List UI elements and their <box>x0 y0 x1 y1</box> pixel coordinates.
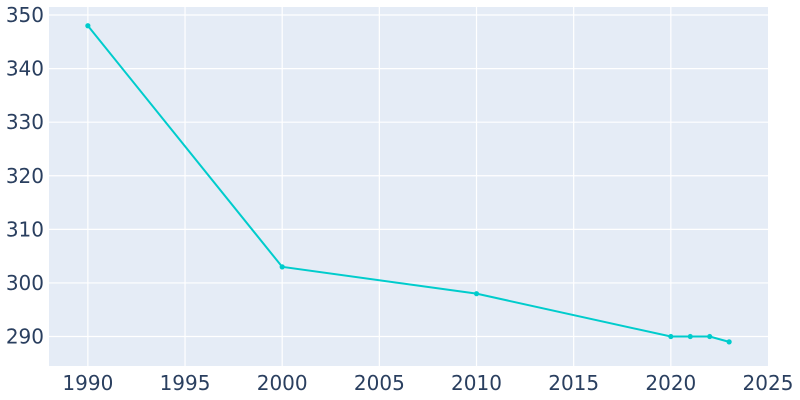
x-tick-label: 2020 <box>645 371 696 395</box>
data-point <box>85 23 91 29</box>
y-tick-label: 330 <box>6 110 44 134</box>
x-tick-label: 2000 <box>257 371 308 395</box>
y-gridlines <box>49 14 768 338</box>
data-point <box>473 291 480 297</box>
y-axis-tick-labels: 290 300 310 320 330 340 350 <box>6 3 44 348</box>
x-tick-label: 2015 <box>548 371 599 395</box>
x-tick-label: 1990 <box>62 371 113 395</box>
y-tick-label: 290 <box>6 325 44 349</box>
x-tick-label: 1995 <box>160 371 211 395</box>
x-axis-tick-labels: 1990 1995 2000 2005 2010 2015 2020 2025 <box>62 371 793 395</box>
x-tick-label: 2005 <box>354 371 405 395</box>
y-tick-label: 350 <box>6 3 44 27</box>
y-tick-label: 300 <box>6 271 44 295</box>
data-points <box>85 23 732 345</box>
data-point <box>668 333 674 340</box>
data-point <box>726 339 732 345</box>
y-tick-label: 310 <box>6 217 44 241</box>
data-point <box>707 333 713 340</box>
plot-area <box>49 7 768 366</box>
x-gridlines <box>87 7 672 366</box>
data-point <box>279 264 285 270</box>
y-tick-label: 340 <box>6 57 44 81</box>
x-tick-label: 2025 <box>743 371 794 395</box>
y-tick-label: 320 <box>6 164 44 188</box>
data-point <box>687 333 693 340</box>
x-tick-label: 2010 <box>451 371 502 395</box>
